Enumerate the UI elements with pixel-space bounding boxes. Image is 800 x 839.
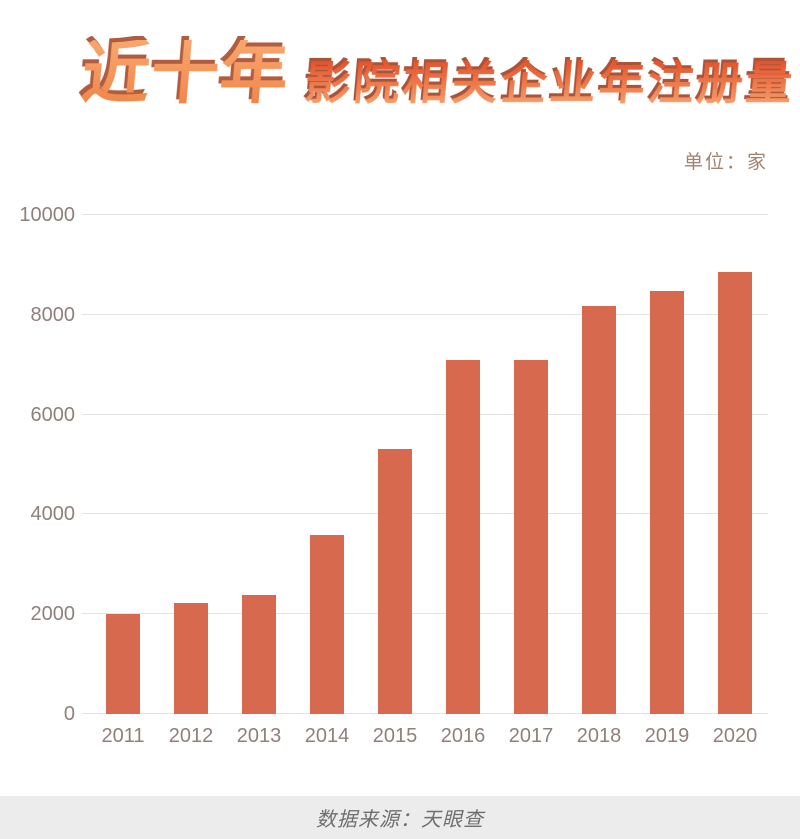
y-tick-label-2000: 2000 [30,603,76,626]
x-tick-label-2012: 2012 [168,725,214,747]
title-main: 近十年 [78,36,293,112]
plot-area [82,214,768,714]
gridline-8000 [82,313,768,315]
source-text: 数据来源：天眼查 [316,809,484,831]
title-subtitle: 影院相关企业年注册量 [302,57,798,109]
x-tick-label-2015: 2015 [372,725,418,747]
bar-2013 [242,595,276,714]
gridline-0 [82,713,768,714]
bar-2012 [174,602,208,714]
bar-2019 [650,291,684,714]
bar-2020 [718,272,752,714]
x-tick-label-2019: 2019 [644,725,690,747]
y-tick-label-8000: 8000 [30,303,76,326]
y-tick-label-4000: 4000 [30,503,76,526]
y-tick-label-10000: 10000 [19,204,75,226]
y-tick-label-6000: 6000 [30,403,76,426]
gridline-2000 [82,613,768,615]
bar-2018 [582,305,616,714]
x-tick-label-2020: 2020 [712,725,758,747]
gridline-4000 [82,513,768,515]
bar-2014 [310,534,344,714]
x-tick-label-2018: 2018 [576,725,622,747]
unit-label: 单位：家 [683,152,768,173]
gridline-6000 [82,413,768,415]
x-tick-label-2014: 2014 [304,725,350,747]
page-title: 近十年 影院相关企业年注册量 [78,36,798,112]
y-tick-label-0: 0 [63,703,75,725]
x-tick-label-2013: 2013 [236,725,282,747]
x-tick-label-2017: 2017 [508,725,554,747]
gridline-10000 [82,214,768,215]
x-tick-label-2011: 2011 [101,725,145,747]
bar-2016 [446,360,480,714]
source-footer: 数据来源：天眼查 [0,796,800,839]
bar-2011 [106,614,140,714]
bar-2015 [378,448,412,714]
bar-2017 [514,360,548,714]
x-axis-labels: 2011 2012 2013 2014 2015 2016 2017 2018 2019 2020 [82,726,768,752]
x-tick-label-2016: 2016 [440,725,486,747]
y-axis-labels: 0 2000 4000 6000 8000 10000 [0,205,76,724]
